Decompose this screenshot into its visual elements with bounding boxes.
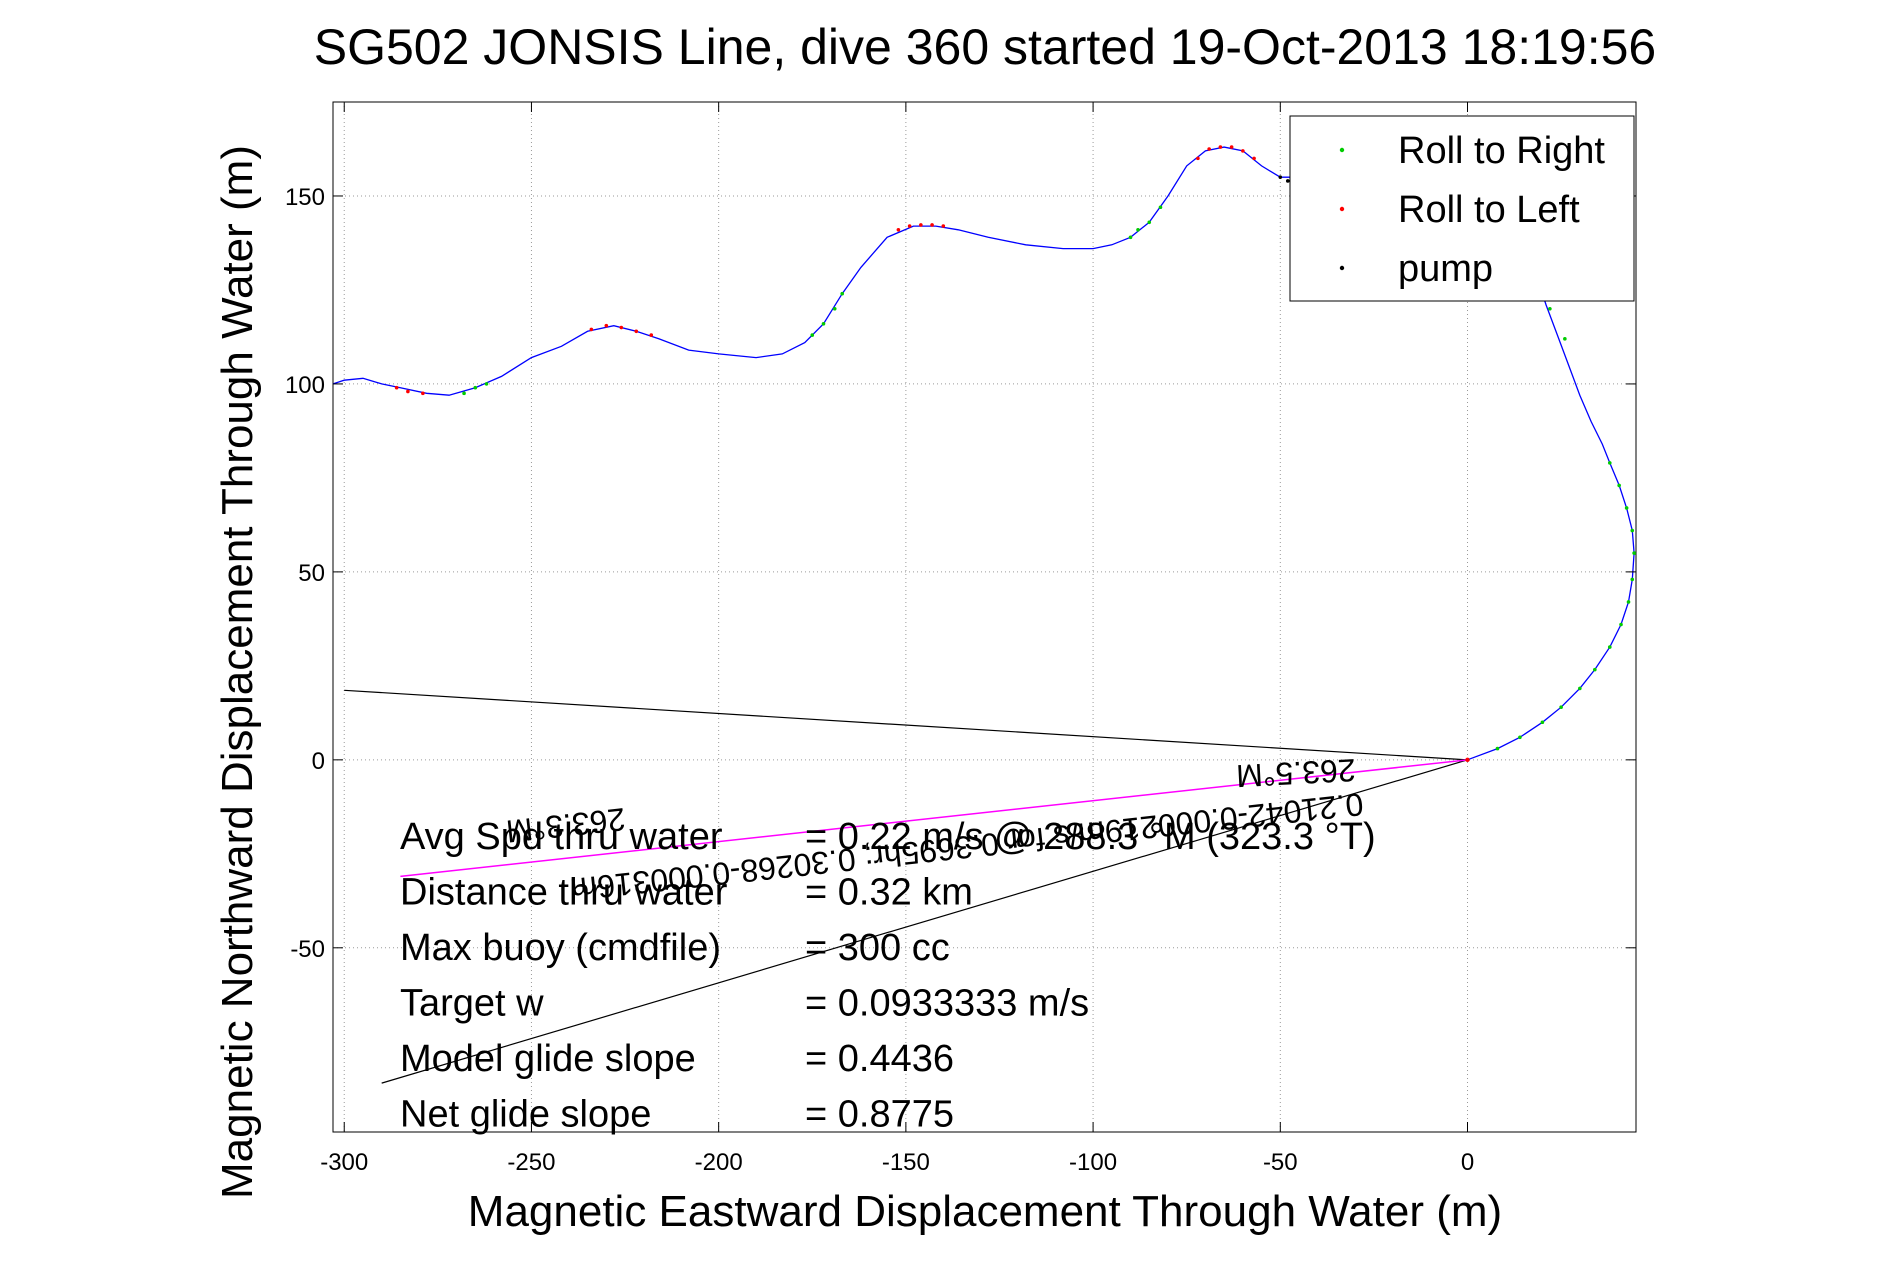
y-tick-labels: -50 0 50 100 150: [285, 184, 1636, 963]
roll-left-point: [649, 333, 654, 337]
roll-left-point: [589, 327, 594, 332]
x-tick-label: -100: [1069, 1149, 1117, 1176]
y-tick-label: 0: [312, 748, 325, 775]
roll-left-point: [1252, 156, 1256, 161]
roll-right-point: [821, 321, 826, 326]
roll-left-point: [1229, 145, 1234, 149]
y-axis-label: Magnetic Northward Displacement Through …: [213, 145, 262, 1199]
x-tick-label: -300: [320, 1149, 368, 1176]
y-tick-label: 100: [285, 372, 325, 399]
roll-left-point: [604, 323, 609, 328]
roll-left-point: [394, 385, 399, 390]
roll-left-point: [634, 329, 639, 334]
roll-right-point: [1147, 220, 1152, 225]
stat-value: = 0.8775: [805, 1094, 954, 1136]
roll-right-point: [1548, 306, 1552, 311]
stats-block: Avg Spd thru water = 0.22 m/s @ 288.3 °M …: [400, 816, 1376, 1136]
y-tick-label: 50: [298, 560, 325, 587]
roll-right-point: [840, 291, 845, 296]
roll-left-point: [941, 224, 946, 228]
stat-value: = 300 cc: [805, 927, 950, 969]
roll-right-point: [1559, 705, 1563, 710]
roll-left-point: [1218, 145, 1223, 149]
x-tick-label: -250: [507, 1149, 555, 1176]
roll-right-point: [1630, 528, 1635, 533]
roll-right-point: [1607, 645, 1612, 649]
stat-value: = 0.22 m/s @ 288.3 °M (323.3 °T): [805, 816, 1376, 858]
legend-marker: [1339, 265, 1345, 271]
roll-right-point: [1593, 667, 1597, 672]
roll-right-point: [1540, 720, 1545, 725]
track-line: [332, 146, 1635, 761]
y-tick-label: -50: [290, 936, 325, 963]
legend-label: Roll to Left: [1398, 189, 1580, 231]
stat-value: = 0.0933333 m/s: [805, 983, 1089, 1025]
roll-right-point: [1626, 600, 1631, 604]
roll-left-point: [919, 223, 923, 227]
origin-point: [1465, 757, 1470, 763]
pump-point: [1278, 175, 1283, 179]
stat-value: = 0.4436: [805, 1038, 954, 1080]
dive-track: [332, 146, 1635, 761]
stat-label: Max buoy (cmdfile): [400, 927, 721, 969]
stat-label: Avg Spd thru water: [400, 816, 723, 858]
legend-marker: [1339, 147, 1345, 153]
x-tick-label: -200: [695, 1149, 743, 1176]
roll-left-point: [907, 224, 912, 228]
stat-label: Model glide slope: [400, 1038, 696, 1080]
roll-right-point: [1617, 483, 1621, 488]
reference-lines: [344, 689, 1468, 1084]
roll-left-point: [1207, 147, 1211, 151]
roll-right-point: [1632, 551, 1636, 555]
stat-label: Target w: [400, 983, 544, 1025]
roll-right-point: [1158, 205, 1163, 210]
mirrored-heading-1: 263.5°M: [1235, 752, 1356, 794]
roll-right-point: [1495, 746, 1500, 751]
roll-left-point: [1241, 149, 1245, 153]
roll-left-point: [619, 325, 624, 330]
roll-left-point: [930, 223, 934, 227]
roll-right-point: [1630, 577, 1635, 582]
roll-right-point: [1136, 228, 1140, 232]
legend-box: [1289, 115, 1635, 302]
x-tick-label: -50: [1263, 1149, 1298, 1176]
roll-left-point: [406, 389, 410, 394]
roll-right-point: [810, 333, 815, 337]
roll-right-point: [1563, 337, 1567, 341]
reference-line-lower: [381, 759, 1468, 1084]
roll-right-point: [1578, 686, 1582, 691]
roll-right-point: [462, 391, 466, 396]
stat-label: Net glide slope: [400, 1094, 651, 1136]
x-tick-label: 0: [1461, 1149, 1474, 1176]
legend: Roll to Right Roll to Left pump: [1289, 115, 1635, 302]
roll-right-point: [1607, 461, 1612, 465]
roll-right-point: [484, 382, 489, 386]
y-tick-label: 150: [285, 184, 325, 211]
roll-right-point: [473, 385, 478, 390]
roll-left-point: [1196, 156, 1200, 161]
x-tick-label: -150: [882, 1149, 930, 1176]
pump-point: [1285, 179, 1290, 183]
stat-label: Distance thru water: [400, 872, 728, 914]
roll-right-point: [1518, 735, 1522, 740]
stat-value: = 0.32 km: [805, 872, 973, 914]
roll-right-point: [832, 306, 837, 311]
markers: [394, 145, 1636, 763]
roll-left-point: [421, 391, 425, 396]
roll-right-point: [1128, 235, 1133, 240]
x-tick-labels: -300 -250 -200 -150 -100 -50 0: [320, 102, 1474, 1176]
x-axis-label: Magnetic Eastward Displacement Through W…: [468, 1187, 1502, 1236]
roll-right-point: [1624, 506, 1629, 510]
heading-line-magenta: [400, 759, 1468, 878]
roll-right-point: [1619, 622, 1623, 627]
legend-marker: [1339, 206, 1345, 212]
chart-title: SG502 JONSIS Line, dive 360 started 19-O…: [314, 19, 1656, 75]
reference-line-upper: [344, 689, 1468, 761]
roll-left-point: [896, 228, 901, 232]
legend-label: Roll to Right: [1398, 130, 1605, 172]
legend-label: pump: [1398, 248, 1493, 290]
